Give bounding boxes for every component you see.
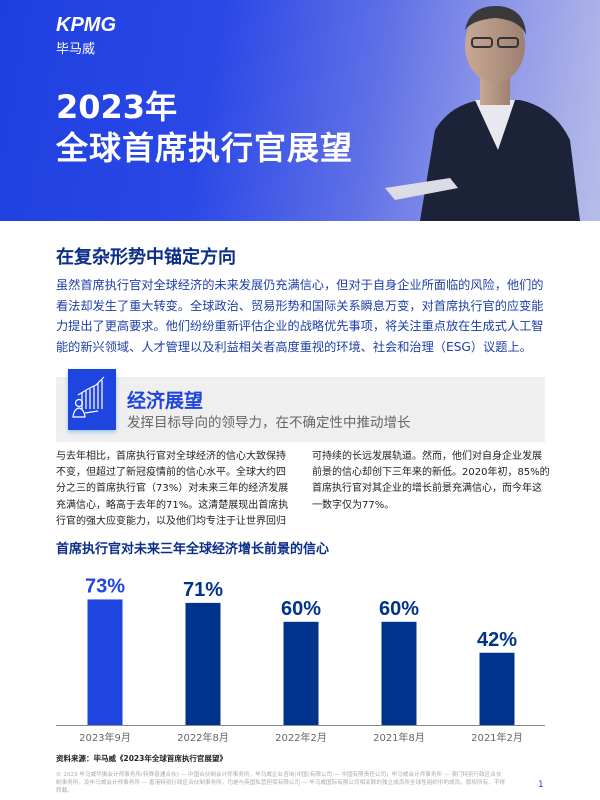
bar bbox=[87, 599, 123, 725]
report-title: 全球首席执行官展望 bbox=[56, 129, 354, 167]
report-title-year: 2023年 bbox=[56, 88, 178, 126]
section-title: 经济展望 bbox=[127, 390, 204, 412]
bar-chart: 73% 2023年9月 71% 2022年8月 60% 2022年2月 60% 2021年8月… bbox=[56, 575, 545, 744]
kpmg-chinese-name: 毕马威 bbox=[56, 42, 96, 57]
data-label: 71% bbox=[183, 579, 223, 601]
section-subtitle: 发挥目标导向的领导力，在不确定性中推动增长 bbox=[127, 415, 411, 431]
x-tick-label: 2021年2月 bbox=[471, 731, 523, 744]
hero-banner: KPMG 毕马威 2023年 全球首席执行官展望 bbox=[0, 0, 600, 221]
data-label: 73% bbox=[85, 575, 125, 597]
executive-photo bbox=[385, 5, 580, 221]
intro-heading: 在复杂形势中锚定方向 bbox=[56, 247, 236, 268]
bar bbox=[381, 621, 417, 725]
body-column-right: 可持续的长远发展轨道。然而，他们对自身企业发展前景的信心却创下三年来的新低。20… bbox=[312, 451, 550, 511]
x-tick-label: 2022年2月 bbox=[275, 731, 327, 744]
bar bbox=[479, 652, 515, 725]
page-number: 1 bbox=[538, 780, 544, 790]
kpmg-logo: KPMG bbox=[56, 14, 116, 36]
x-tick-label: 2023年9月 bbox=[79, 731, 131, 744]
legal-footer: © 2023 毕马威华振会计师事务所(特殊普通合伙) — 中国合伙制会计师事务所… bbox=[56, 772, 506, 794]
bar bbox=[185, 602, 221, 725]
source-note: 资料来源：毕马威《2023年全球首席执行官展望》 bbox=[56, 754, 227, 763]
data-label: 60% bbox=[379, 598, 419, 620]
x-tick-label: 2022年8月 bbox=[177, 731, 229, 744]
chart-title: 首席执行官对未来三年全球经济增长前景的信心 bbox=[56, 542, 330, 557]
data-label: 42% bbox=[477, 629, 517, 651]
intro-paragraph: 虽然首席执行官对全球经济的未来发展仍充满信心，但对于自身企业所面临的风险，他们的… bbox=[56, 278, 544, 354]
x-tick-label: 2021年8月 bbox=[373, 731, 425, 744]
body-column-left: 与去年相比，首席执行官对全球经济的信心大致保持不变，但超过了新冠疫情前的信心水平… bbox=[56, 451, 289, 527]
section-banner bbox=[56, 377, 545, 442]
bar bbox=[283, 621, 319, 725]
growth-chart-person-icon bbox=[68, 369, 116, 430]
data-label: 60% bbox=[281, 598, 321, 620]
